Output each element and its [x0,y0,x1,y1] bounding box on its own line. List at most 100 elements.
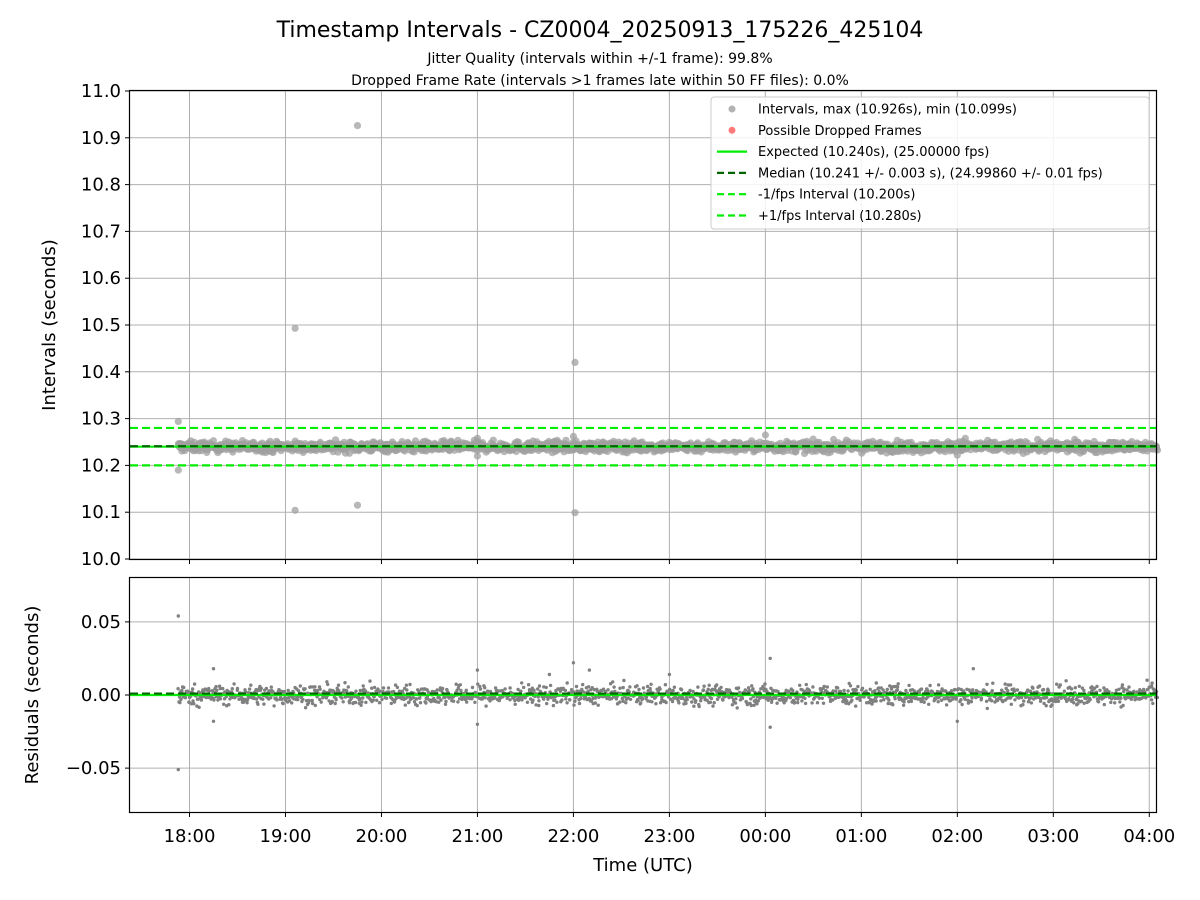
data-point [637,687,641,692]
data-point [902,700,906,704]
data-point [190,687,195,691]
data-point [237,697,241,701]
data-point [664,700,668,705]
data-point [788,696,793,700]
data-point [1076,702,1080,706]
data-point [755,702,759,706]
data-point [519,689,523,693]
x-tick-label: 03:00 [1027,826,1079,847]
data-point [874,699,878,703]
y-tick-label: −0.05 [66,758,121,779]
data-point [848,684,853,688]
data-point [1044,704,1048,708]
data-point [937,696,941,700]
data-point [1029,701,1034,705]
data-point-outlier [953,451,961,459]
data-point [192,702,196,706]
data-point [216,698,220,702]
data-point [359,703,363,707]
data-point [403,703,407,707]
data-point [532,688,536,692]
data-point [641,686,646,690]
data-point [749,703,753,708]
data-point [628,697,633,701]
data-point [261,697,265,701]
data-point [854,704,858,708]
data-point [860,686,865,690]
data-point [353,700,358,705]
data-point [346,685,350,689]
data-point [1096,700,1101,704]
data-point [759,687,763,691]
data-point [891,703,895,707]
data-point [909,699,914,704]
data-point [230,687,234,691]
data-point [1121,703,1125,708]
data-point [326,682,330,687]
data-point [319,700,323,704]
data-point [199,698,204,702]
data-point [696,685,700,689]
x-tick-label: 04:00 [1123,826,1175,847]
data-point [545,701,549,706]
data-point [837,695,841,699]
data-point [750,684,754,688]
data-point [1001,699,1005,704]
data-point [310,701,315,706]
data-point [1067,698,1071,702]
data-point [325,680,329,684]
data-point [1038,699,1043,703]
data-point [706,687,710,691]
data-point [715,683,719,687]
top-panel: 10.0 10.1 10.2 10.3 10.4 10.5 10.6 10.7 10.8 10.9… [39,81,1162,570]
data-point [286,688,290,693]
chart-subtitle-dropped: Dropped Frame Rate (intervals >1 frames … [351,73,849,89]
data-point [537,684,542,688]
data-point [1041,687,1046,692]
data-point [371,698,375,702]
data-point [1038,697,1043,701]
data-point [640,696,645,701]
data-point [645,684,650,689]
data-point [465,700,469,704]
data-point [1082,688,1086,693]
data-point [443,695,447,700]
data-point [639,701,643,705]
data-point [247,687,252,691]
data-point [787,689,791,693]
data-point [702,684,706,688]
data-point [681,696,685,701]
data-point [1113,701,1117,705]
data-point [893,697,897,701]
x-tick-label: 19:00 [260,826,312,847]
data-point [565,681,569,685]
data-point-outlier [571,358,579,366]
data-point [280,697,284,701]
data-point [473,700,477,704]
data-point [408,682,412,687]
data-point [1077,684,1082,688]
data-point [618,686,622,690]
data-point [418,701,423,705]
data-point [470,697,474,701]
data-point [701,688,706,692]
data-point [565,701,569,705]
data-point [672,696,676,700]
data-point [440,686,445,691]
data-point [377,689,382,693]
data-point [954,697,958,701]
data-point [531,698,535,702]
data-point-outlier [571,661,576,665]
data-point [856,684,860,689]
data-point [963,697,967,701]
data-point [845,699,849,703]
data-point [536,695,540,699]
data-point [553,698,557,702]
data-point [803,689,807,694]
data-point [259,686,263,691]
data-point [555,700,559,704]
y-tick-label: 10.9 [81,128,121,149]
data-point [603,689,608,694]
y-tick-label: 0.05 [81,612,121,633]
data-point [182,685,186,690]
